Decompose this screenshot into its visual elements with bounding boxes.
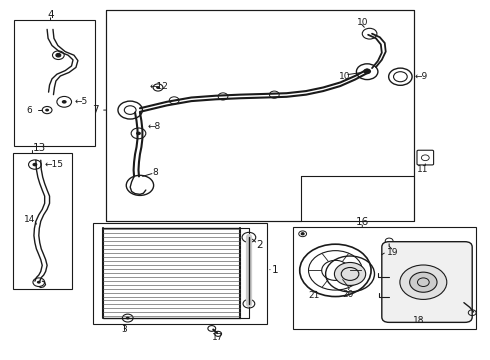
- Circle shape: [56, 53, 61, 57]
- Circle shape: [62, 100, 67, 104]
- Text: 10: 10: [339, 72, 350, 81]
- Bar: [93, 223, 267, 324]
- Text: 17: 17: [212, 333, 224, 342]
- Bar: [106, 10, 414, 221]
- Text: ←8: ←8: [147, 122, 161, 131]
- Circle shape: [32, 163, 37, 166]
- Text: 13: 13: [32, 143, 46, 153]
- Text: 10: 10: [357, 18, 369, 27]
- Text: 16: 16: [356, 217, 369, 227]
- Circle shape: [410, 272, 437, 292]
- FancyBboxPatch shape: [382, 242, 472, 322]
- Circle shape: [334, 262, 366, 285]
- Circle shape: [301, 233, 304, 235]
- Circle shape: [37, 281, 41, 284]
- Circle shape: [242, 232, 256, 242]
- Circle shape: [243, 300, 255, 308]
- Text: 6: 6: [26, 105, 32, 114]
- Text: 20: 20: [343, 289, 354, 298]
- Text: 21: 21: [309, 291, 320, 300]
- Text: 4: 4: [47, 10, 54, 20]
- Text: 19: 19: [387, 248, 398, 257]
- Circle shape: [400, 265, 447, 300]
- Circle shape: [126, 317, 130, 319]
- Circle shape: [136, 132, 141, 135]
- Circle shape: [363, 68, 371, 74]
- Text: ←15: ←15: [45, 160, 64, 169]
- Bar: [293, 226, 476, 329]
- Circle shape: [45, 109, 49, 112]
- Bar: [13, 153, 72, 289]
- Text: 8: 8: [152, 168, 158, 177]
- Text: 7: 7: [92, 105, 98, 115]
- Text: 14: 14: [24, 215, 35, 224]
- Text: 2: 2: [256, 239, 263, 249]
- Text: ←5: ←5: [75, 97, 88, 106]
- Text: ←12: ←12: [150, 82, 169, 91]
- Bar: [14, 21, 95, 146]
- Text: 11: 11: [416, 165, 428, 174]
- Text: 1: 1: [272, 265, 278, 275]
- Circle shape: [156, 86, 160, 89]
- Text: 18: 18: [413, 316, 424, 325]
- Text: 3: 3: [121, 325, 127, 334]
- Text: ←9: ←9: [415, 72, 428, 81]
